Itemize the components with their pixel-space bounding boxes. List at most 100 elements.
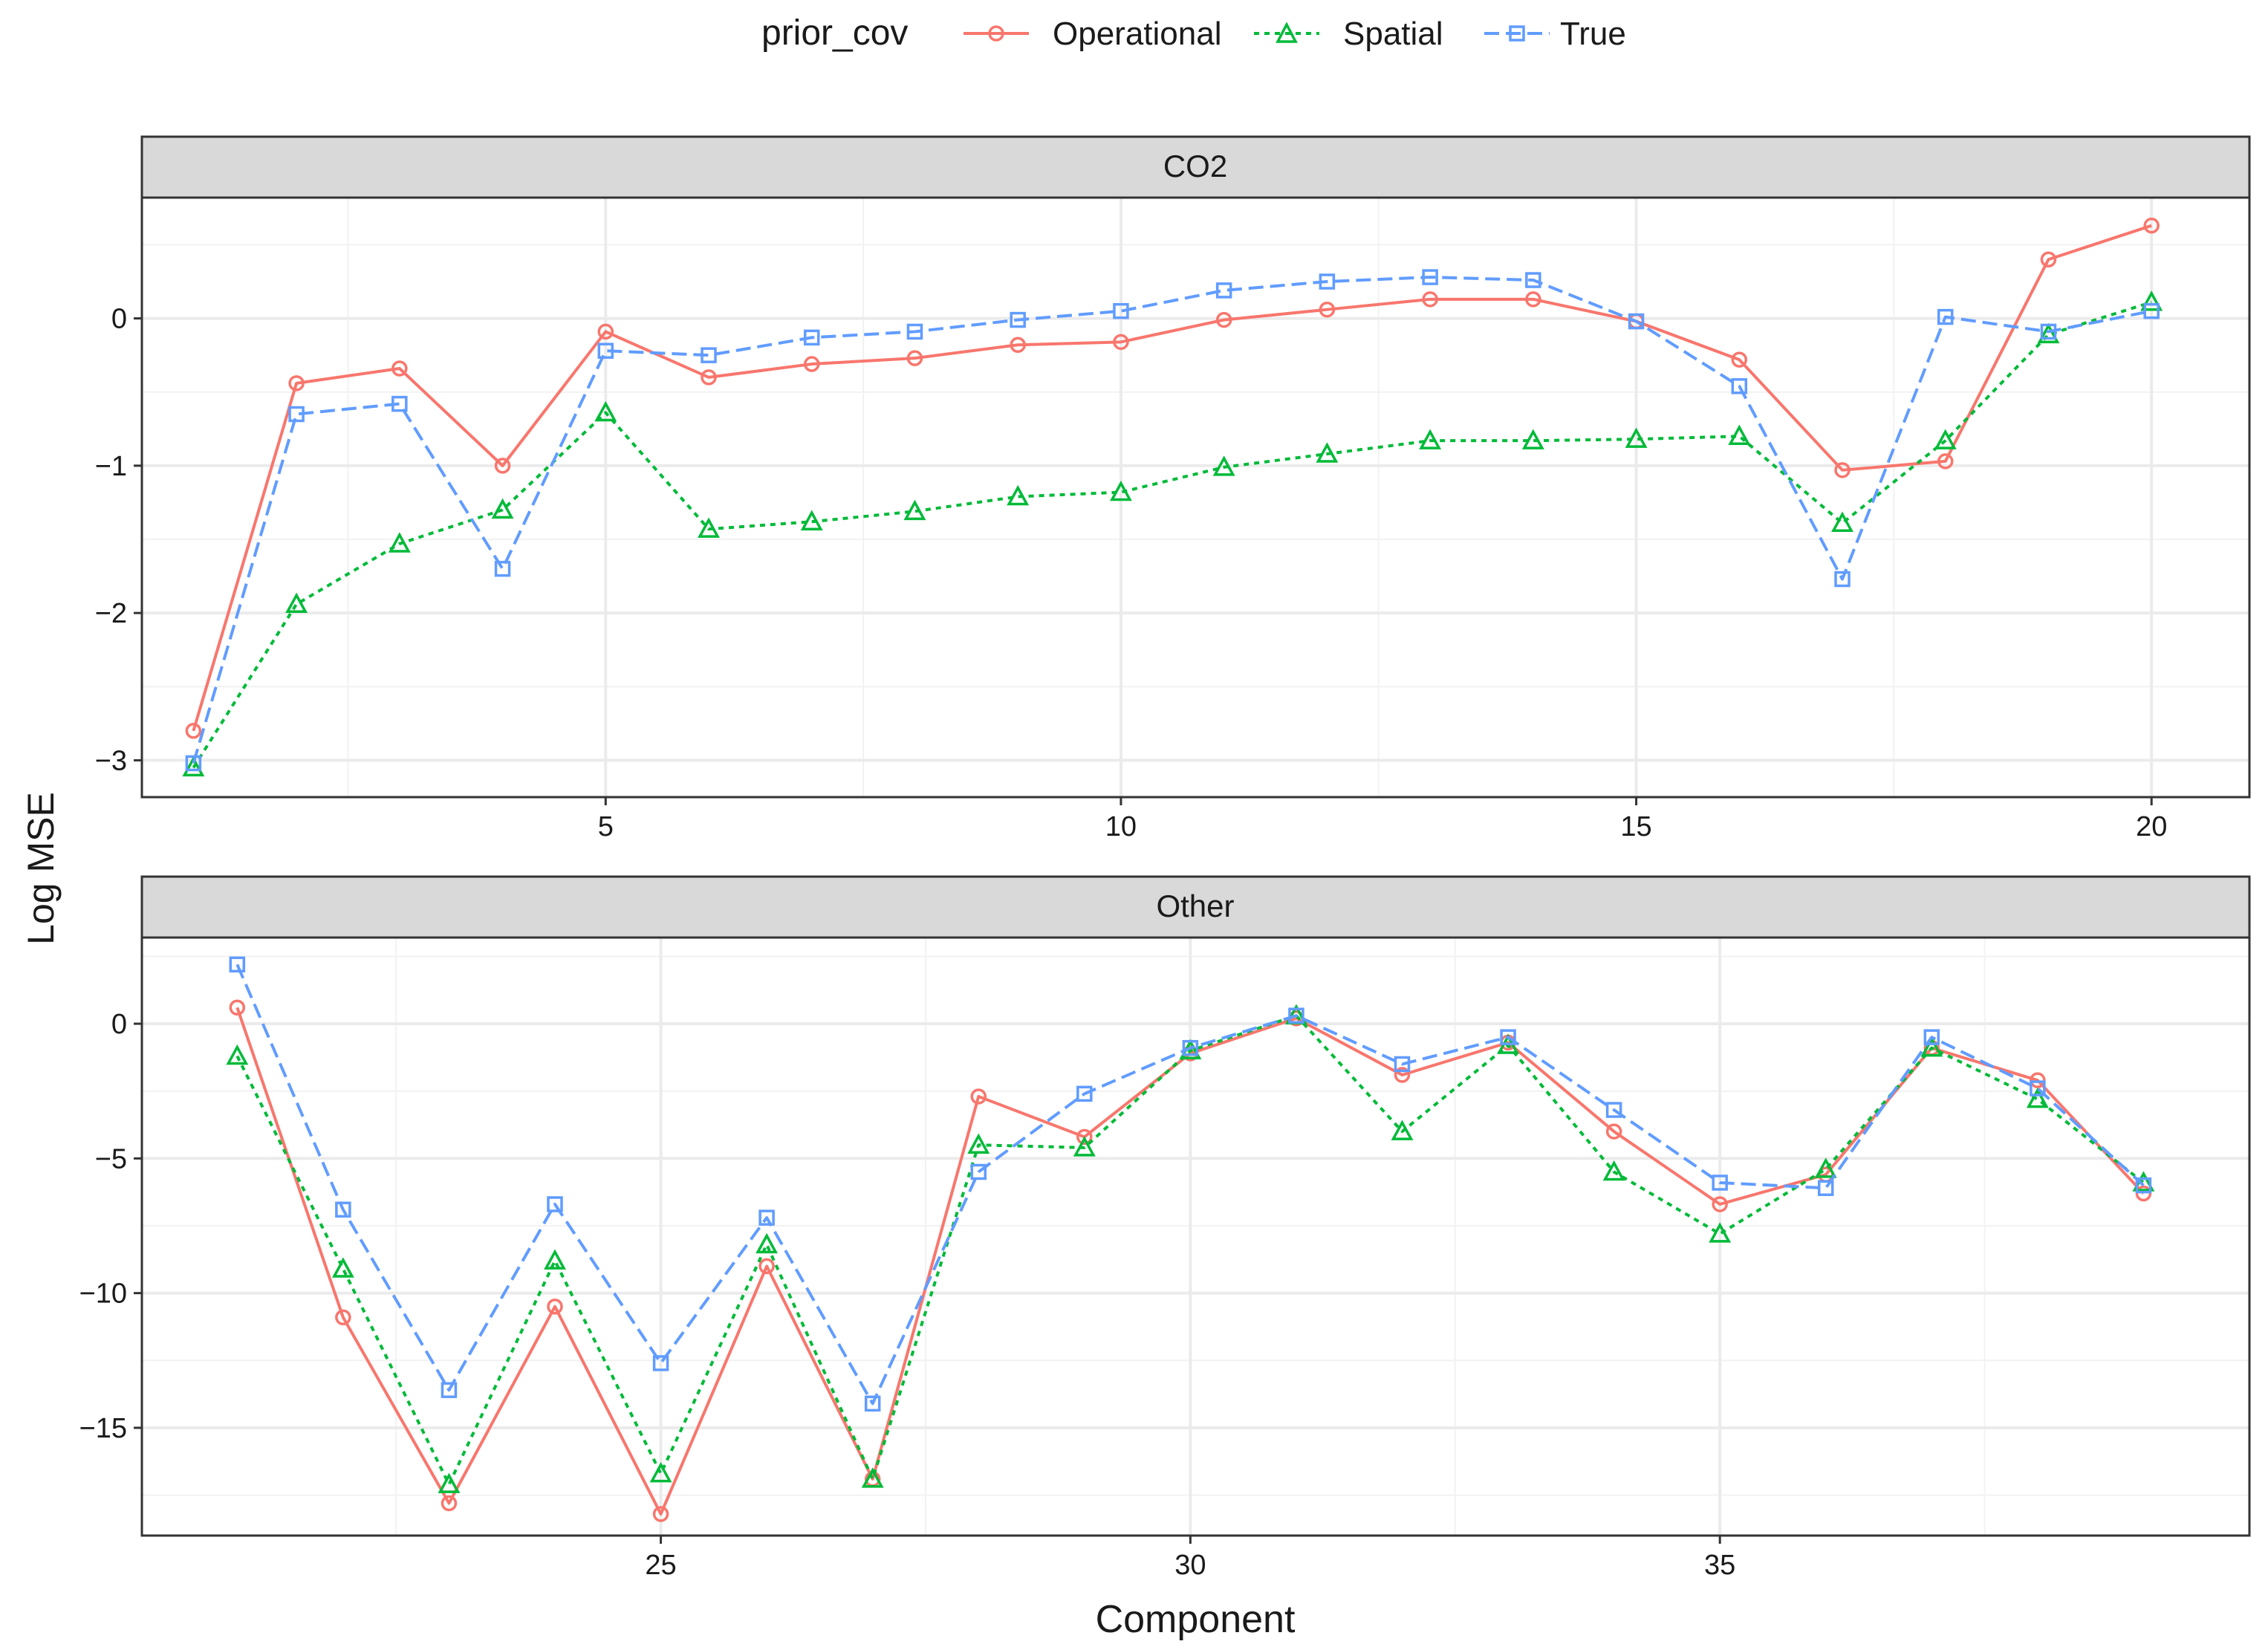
point-true-co2 [2040, 323, 2057, 340]
point-true-other [1500, 1029, 1516, 1045]
point-operational-other [547, 1299, 563, 1315]
x-tick-label: 35 [1704, 1550, 1735, 1581]
point-spatial-other [1709, 1222, 1732, 1243]
y-tick-label: −15 [79, 1413, 127, 1444]
series-other [226, 956, 2155, 1522]
plot-area-other [142, 938, 2249, 1536]
strip-label-other: Other [1156, 889, 1234, 923]
legend-marker-true [1509, 25, 1525, 42]
point-spatial-other [544, 1249, 566, 1270]
x-axis-title: Component [1096, 1598, 1296, 1641]
point-operational-other [970, 1088, 987, 1105]
point-true-other [2030, 1080, 2046, 1097]
x-tick-label: 25 [645, 1550, 676, 1581]
point-spatial-other [861, 1467, 884, 1488]
point-true-co2 [1319, 273, 1336, 290]
legend-label-operational: Operational [1053, 16, 1221, 52]
point-spatial-co2 [1109, 480, 1132, 501]
point-spatial-co2 [594, 400, 617, 422]
point-operational-co2 [1113, 334, 1129, 351]
point-operational-co2 [803, 356, 820, 372]
point-operational-co2 [701, 369, 717, 386]
point-true-co2 [1010, 311, 1026, 328]
point-spatial-other [1814, 1157, 1837, 1178]
plot-border-co2 [140, 196, 2251, 799]
x-tick-label: 30 [1174, 1550, 1206, 1581]
legend-marker-spatial [1276, 22, 1298, 43]
series-line-true-other [235, 964, 2145, 1406]
point-spatial-co2 [2140, 290, 2163, 311]
plot-area-co2 [142, 198, 2249, 797]
point-operational-co2 [391, 360, 408, 377]
point-spatial-co2 [1007, 484, 1030, 506]
point-true-co2 [597, 342, 614, 359]
strip-label-co2: CO2 [1163, 149, 1227, 183]
y-tick-label: −3 [95, 745, 127, 776]
point-spatial-other [331, 1257, 354, 1278]
point-spatial-co2 [1728, 424, 1751, 445]
y-tick-label: −5 [95, 1143, 127, 1175]
point-spatial-co2 [285, 592, 308, 614]
point-operational-other [1712, 1196, 1728, 1212]
series-line-operational-co2 [192, 224, 2152, 732]
point-spatial-co2 [1934, 429, 1957, 449]
y-tick-label: −2 [95, 598, 127, 629]
point-true-co2 [1215, 282, 1232, 299]
point-true-other [441, 1382, 458, 1398]
point-spatial-other [226, 1044, 249, 1065]
point-true-co2 [1628, 313, 1645, 330]
point-true-co2 [803, 329, 820, 346]
point-spatial-other [649, 1461, 672, 1483]
y-tick-label: 0 [111, 304, 127, 335]
point-operational-other [652, 1506, 669, 1522]
point-true-co2 [1937, 308, 1954, 325]
panel-other: Other 25 30 35 −15 −10 −5 0 [79, 875, 2251, 1581]
x-tick-label: 20 [2136, 811, 2167, 842]
point-spatial-co2 [491, 498, 514, 519]
legend: prior_cov Operational Spatial True [761, 13, 1626, 53]
point-spatial-other [1391, 1120, 1414, 1140]
panel-co2: CO2 5 10 15 20 −3 −2 −1 0 [95, 135, 2251, 842]
point-true-other [1923, 1029, 1940, 1045]
legend-marker-operational [988, 25, 1004, 42]
x-tick-label: 15 [1620, 811, 1651, 842]
point-spatial-other [1920, 1036, 1943, 1057]
point-spatial-other [756, 1232, 779, 1254]
point-spatial-other [438, 1472, 461, 1493]
point-operational-other [758, 1258, 775, 1275]
point-operational-co2 [1937, 453, 1954, 470]
point-spatial-co2 [1419, 429, 1442, 449]
point-true-co2 [2143, 302, 2160, 319]
point-spatial-co2 [388, 532, 411, 553]
axis-ticks-co2: 5 10 15 20 −3 −2 −1 0 [95, 304, 2168, 842]
point-spatial-co2 [1212, 455, 1235, 476]
point-true-co2 [391, 395, 408, 412]
point-spatial-co2 [903, 499, 926, 521]
point-true-co2 [701, 347, 717, 363]
x-tick-label: 5 [598, 811, 614, 842]
point-true-co2 [1422, 269, 1438, 285]
point-true-other [2135, 1177, 2152, 1194]
point-true-co2 [288, 406, 305, 423]
point-spatial-co2 [800, 510, 823, 530]
y-tick-label: −10 [79, 1279, 127, 1310]
point-operational-other [229, 999, 246, 1016]
point-operational-co2 [1731, 351, 1748, 368]
point-true-other [335, 1201, 351, 1218]
gridlines-co2 [142, 198, 2249, 797]
point-true-other [547, 1196, 563, 1212]
legend-entry-true[interactable]: True [1484, 16, 1626, 52]
point-operational-co2 [494, 458, 511, 474]
axis-ticks-other: 25 30 35 −15 −10 −5 0 [79, 1009, 1736, 1581]
legend-entry-operational[interactable]: Operational [964, 16, 1221, 52]
point-spatial-co2 [1831, 511, 1853, 532]
point-operational-co2 [1319, 301, 1336, 318]
point-operational-co2 [288, 375, 305, 392]
point-operational-co2 [1525, 291, 1541, 308]
point-operational-co2 [1010, 337, 1026, 354]
y-tick-label: 0 [111, 1009, 127, 1040]
y-axis-title: Log MSE [20, 792, 62, 945]
point-operational-co2 [597, 323, 614, 340]
strip-other [140, 875, 2251, 939]
legend-entry-spatial[interactable]: Spatial [1254, 16, 1443, 52]
